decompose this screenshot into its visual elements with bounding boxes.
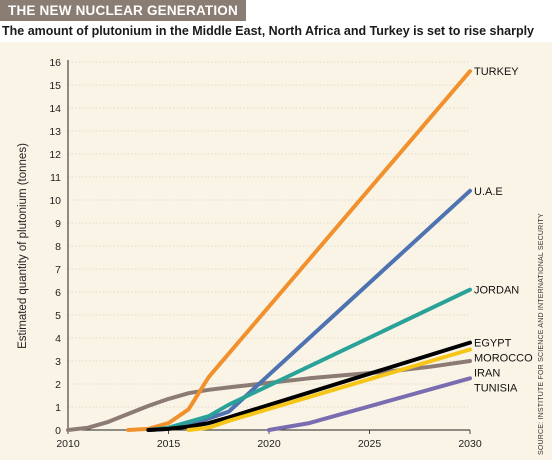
series-label-egypt: EGYPT [474,338,512,350]
y-tick-label: 6 [55,287,61,299]
y-tick-label: 10 [49,195,61,207]
series-line-jordan [146,287,472,432]
y-tick-label: 9 [55,218,61,230]
x-tick-label: 2025 [358,438,382,450]
source-note: SOURCE: INSTITUTE FOR SCIENCE AND INTERN… [538,213,545,455]
series-label-morocco: MOROCCO [474,353,533,365]
series-label-turkey: TURKEY [474,66,519,78]
x-tick-label: 2010 [56,438,80,450]
series-line-egypt [146,340,472,432]
series-label-u-a-e: U.A.E [474,186,503,198]
x-tick-label: 2015 [157,438,181,450]
y-tick-label: 5 [55,310,61,322]
y-tick-label: 15 [49,80,61,92]
y-tick-label: 0 [55,425,61,437]
y-axis-label: Estimated quantity of plutonium (tonnes) [17,143,29,349]
series-label-tunisia: TUNISIA [474,383,518,395]
y-tick-label: 4 [55,333,61,345]
x-tick-label: 2020 [257,438,281,450]
series-line-turkey [126,69,472,432]
page-title: THE NEW NUCLEAR GENERATION [0,0,246,21]
y-tick-label: 3 [55,356,61,368]
plot-background [0,42,552,460]
series-line-morocco [186,347,472,432]
y-tick-label: 8 [55,241,61,253]
y-tick-label: 13 [49,126,61,138]
y-tick-label: 11 [50,172,61,184]
series-line-tunisia [267,376,472,432]
y-tick-label: 14 [49,103,61,115]
series-label-iran: IRAN [474,368,500,380]
series-label-jordan: JORDAN [474,285,519,297]
chart-subtitle: The amount of plutonium in the Middle Ea… [2,24,535,38]
x-tick-label: 2030 [458,438,482,450]
y-tick-label: 2 [55,379,61,391]
y-tick-label: 1 [55,402,61,414]
y-tick-label: 12 [49,149,61,161]
y-tick-label: 7 [55,264,61,276]
y-tick-label: 16 [49,57,61,69]
